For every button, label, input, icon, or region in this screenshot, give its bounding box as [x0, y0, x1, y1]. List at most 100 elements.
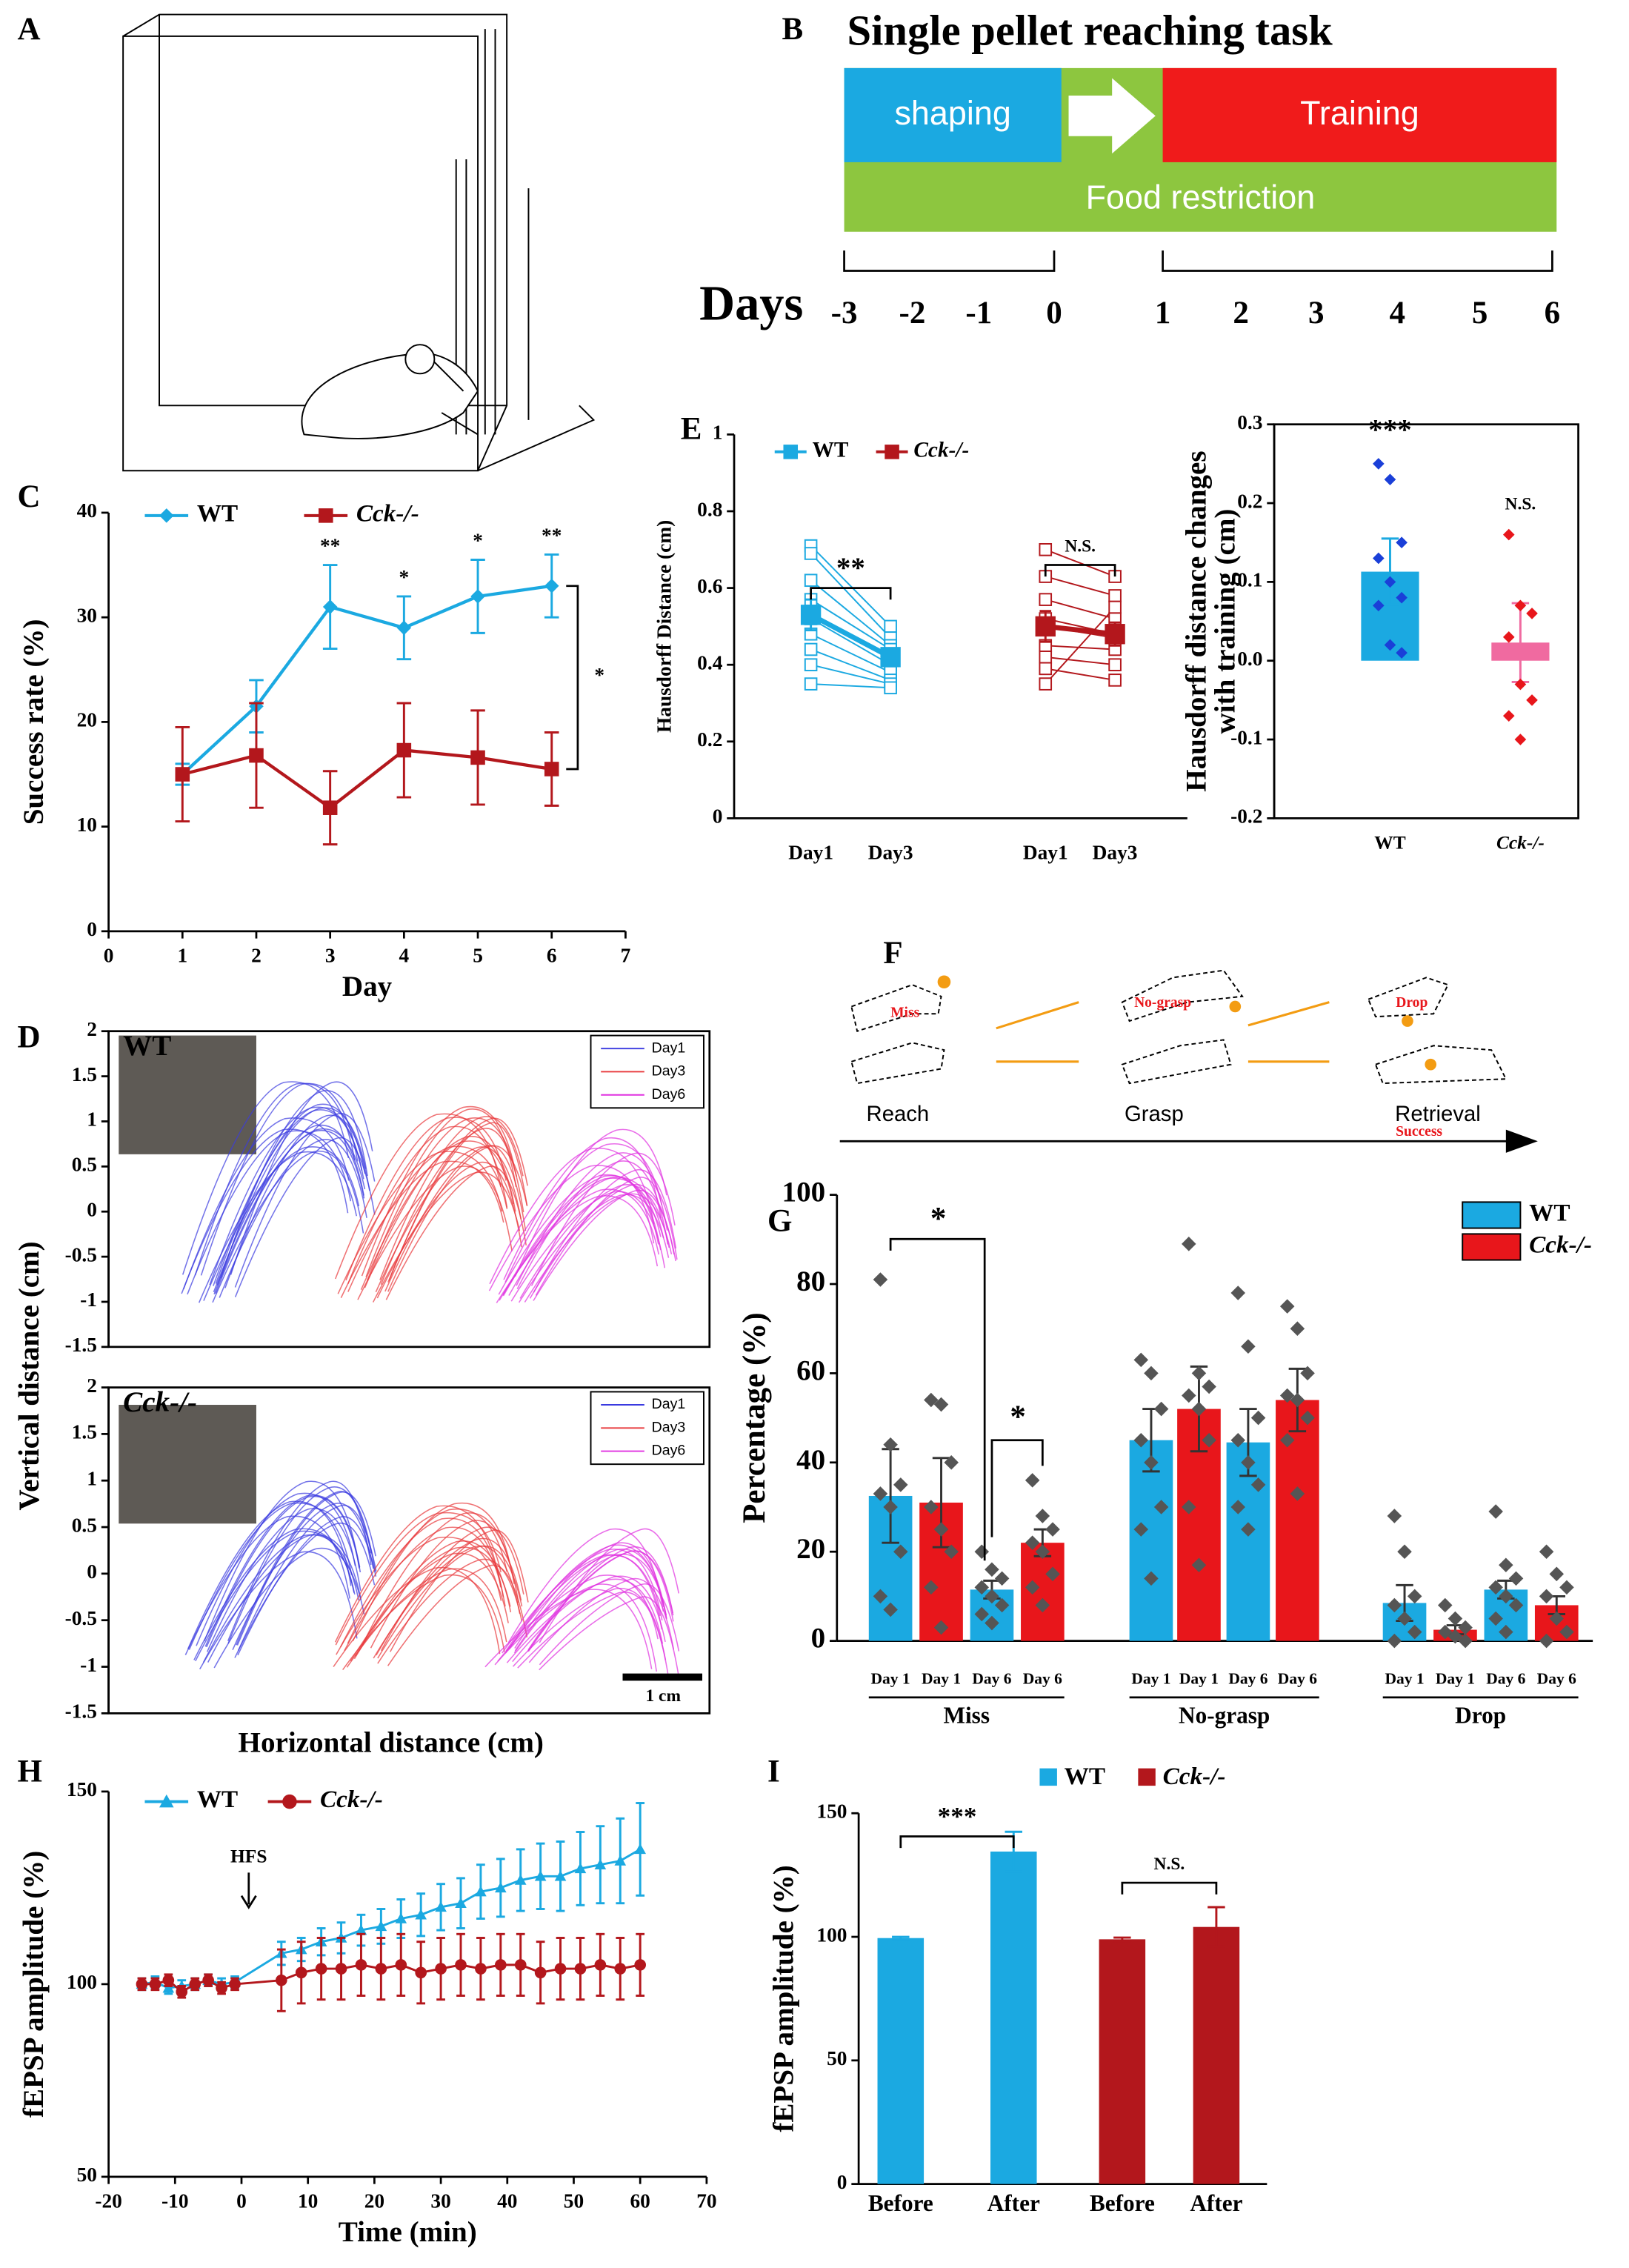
- marker: [1182, 1388, 1196, 1403]
- marker: [315, 1963, 327, 1975]
- trajectory-trace: [387, 1122, 528, 1283]
- y-tick-label: 0.2: [1237, 490, 1262, 512]
- marker: [1502, 631, 1515, 643]
- trajectory-trace: [336, 1536, 502, 1655]
- legend-label: Day6: [652, 1086, 686, 1103]
- trajectory-trace: [539, 1596, 679, 1676]
- diagram-title: Single pellet reaching task: [847, 6, 1333, 54]
- x-tick-label: Day 6: [1537, 1669, 1576, 1687]
- y-tick-label: 150: [67, 1778, 97, 1800]
- outcome-label: Drop: [1396, 995, 1428, 1011]
- marker: [202, 1974, 214, 1986]
- marker: [355, 1924, 367, 1935]
- marker: [375, 1921, 387, 1932]
- trajectory-trace: [539, 1528, 680, 1643]
- x-tick-label: 30: [430, 2189, 450, 2212]
- trajectory-trace: [333, 1566, 501, 1668]
- marker: [435, 1963, 447, 1975]
- trajectory-trace: [237, 1504, 377, 1652]
- marker: [322, 599, 338, 614]
- marker: [1133, 1432, 1149, 1448]
- y-tick-label: 0.6: [697, 575, 722, 597]
- marker: [1514, 734, 1527, 745]
- marker: [933, 1397, 949, 1412]
- marker: [319, 508, 333, 523]
- marker: [544, 762, 559, 776]
- x-tick-label: Day3: [1093, 842, 1138, 864]
- trajectory-trace: [206, 1495, 362, 1648]
- marker: [162, 1982, 175, 1993]
- marker: [396, 742, 412, 758]
- significance: *: [473, 529, 483, 551]
- x-tick-label: 50: [564, 2189, 584, 2212]
- x-tick-label: After: [1190, 2190, 1242, 2216]
- day-label: 1: [1155, 296, 1171, 330]
- marker: [1045, 1566, 1060, 1582]
- day-label: 5: [1472, 296, 1488, 330]
- outcome-label: No-grasp: [1134, 995, 1191, 1011]
- marker: [1407, 1624, 1422, 1640]
- marker: [883, 1602, 898, 1617]
- day-label: -1: [965, 296, 992, 330]
- marker: [1559, 1624, 1574, 1640]
- legend-box: [590, 1034, 704, 1109]
- marker: [883, 1500, 898, 1514]
- marker: [1539, 1589, 1554, 1604]
- trajectory-trace: [376, 1161, 523, 1299]
- inset-photo: [119, 1405, 256, 1524]
- trajectory-trace: [347, 1125, 508, 1285]
- marker: [873, 1272, 888, 1287]
- phase-label: Reach: [867, 1102, 930, 1126]
- trajectory-trace: [340, 1160, 504, 1298]
- marker: [1508, 1597, 1524, 1613]
- trajectory-trace: [508, 1544, 664, 1650]
- subject-point: [804, 547, 818, 560]
- trajectory-trace: [504, 1143, 663, 1283]
- marker: [924, 1500, 939, 1514]
- marker: [594, 1959, 607, 1971]
- subject-line: [1045, 548, 1116, 577]
- marker: [1153, 1401, 1169, 1417]
- day-label: 0: [1046, 296, 1062, 330]
- trajectory-trace: [209, 1106, 363, 1286]
- trajectory-trace: [230, 1081, 373, 1275]
- day-label: -3: [831, 296, 858, 330]
- marker: [1144, 1455, 1159, 1470]
- x-tick-label: 70: [696, 2189, 716, 2212]
- marker: [634, 1959, 646, 1971]
- subject-point: [1108, 674, 1122, 687]
- trajectory-trace: [514, 1128, 667, 1277]
- mean-line: [810, 612, 892, 659]
- group-label: No-grasp: [1179, 1702, 1270, 1728]
- bar: [1276, 1400, 1319, 1641]
- subject-line: [810, 664, 891, 685]
- significance: N.S.: [1505, 495, 1536, 514]
- marker: [1387, 1509, 1402, 1523]
- mean-line: [1045, 623, 1116, 637]
- trajectory-trace: [200, 1083, 359, 1276]
- marker: [395, 1912, 407, 1923]
- panel-label: H: [17, 1754, 41, 1789]
- trajectory-trace: [484, 1589, 653, 1669]
- subject-line: [810, 553, 891, 639]
- x-tick-label: 0: [104, 944, 114, 966]
- marker: [1373, 552, 1385, 565]
- trajectory-trace: [219, 1139, 367, 1298]
- y-tick-label: 80: [796, 1266, 825, 1297]
- trajectory-trace: [387, 1145, 528, 1292]
- y-tick-label: 0: [87, 1198, 97, 1220]
- y-tick-label: 2: [87, 1374, 97, 1397]
- y-tick-label: 1: [87, 1468, 97, 1490]
- y-axis-label: fEPSP amplitude (%): [767, 1865, 799, 2132]
- marker: [1397, 1544, 1412, 1559]
- x-tick-label: Day 1: [922, 1669, 961, 1687]
- y-tick-label: 0: [811, 1623, 826, 1655]
- scale-bar-label: 1 cm: [645, 1686, 681, 1706]
- trajectory-trace: [379, 1116, 524, 1280]
- y-tick-label: -1.5: [65, 1700, 97, 1723]
- panel-f-diagram: [839, 969, 1538, 1153]
- y-axis-label: Hausdorff Distance (cm): [653, 520, 675, 733]
- marker: [1025, 1473, 1040, 1488]
- trajectory-trace: [204, 1480, 360, 1642]
- marker: [1373, 458, 1385, 470]
